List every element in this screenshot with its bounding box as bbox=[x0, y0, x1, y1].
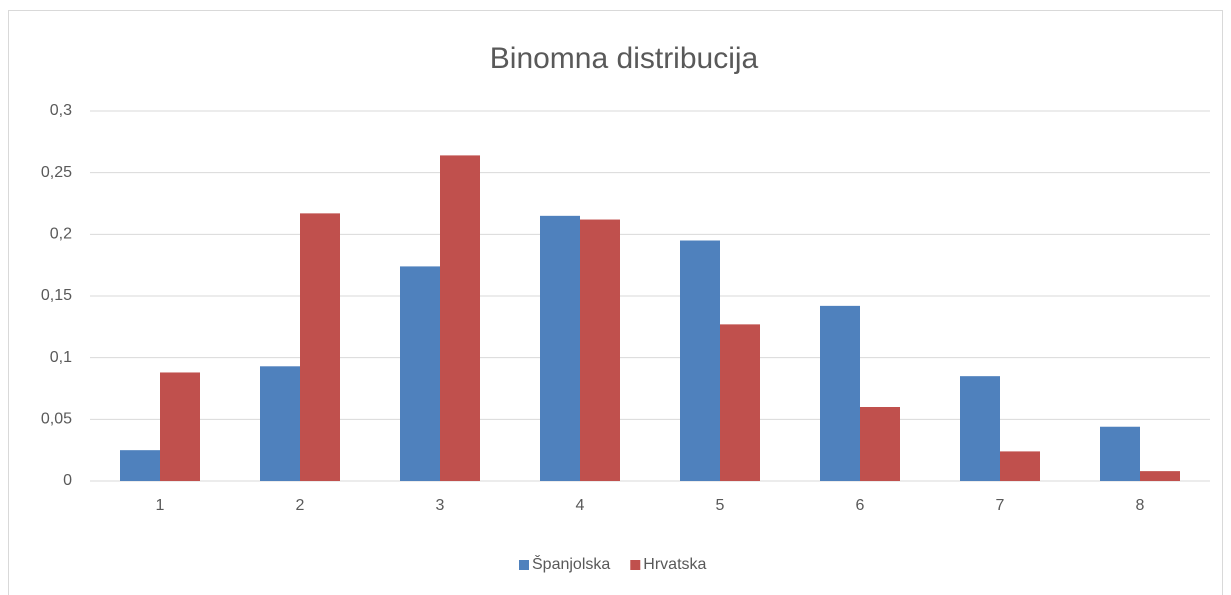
x-tick-label: 8 bbox=[1136, 497, 1145, 514]
bar bbox=[400, 266, 440, 481]
bar bbox=[300, 213, 340, 481]
legend-swatch bbox=[519, 560, 529, 570]
bar bbox=[120, 450, 160, 481]
y-tick-label: 0,2 bbox=[50, 226, 72, 243]
bar bbox=[540, 215, 580, 482]
bar bbox=[720, 324, 760, 481]
x-tick-label: 3 bbox=[436, 497, 445, 514]
x-tick-label: 7 bbox=[996, 497, 1005, 514]
bar bbox=[1000, 451, 1040, 481]
y-tick-label: 0,1 bbox=[50, 349, 72, 366]
y-tick-label: 0,3 bbox=[50, 102, 72, 119]
bar bbox=[1100, 426, 1140, 481]
y-tick-label: 0,15 bbox=[41, 287, 72, 304]
legend-swatch bbox=[630, 560, 641, 570]
bar bbox=[160, 372, 200, 481]
bar bbox=[260, 366, 300, 481]
x-tick-label: 4 bbox=[576, 497, 585, 514]
x-tick-label: 5 bbox=[716, 497, 725, 514]
bar bbox=[860, 407, 900, 481]
bar bbox=[680, 240, 720, 481]
x-tick-label: 1 bbox=[156, 497, 165, 514]
x-tick-label: 6 bbox=[856, 497, 865, 514]
y-tick-label: 0 bbox=[63, 472, 72, 489]
bar bbox=[960, 376, 1000, 481]
x-tick-label: 2 bbox=[296, 497, 305, 514]
bar bbox=[440, 155, 480, 481]
chart-title: Binomna distribucija bbox=[490, 42, 759, 75]
bar bbox=[1140, 471, 1180, 481]
y-tick-label: 0,25 bbox=[41, 164, 72, 181]
y-tick-label: 0,05 bbox=[41, 411, 72, 428]
legend-label: Hrvatska bbox=[643, 556, 706, 573]
bar bbox=[820, 305, 860, 481]
bar bbox=[580, 219, 620, 482]
legend-label: Španjolska bbox=[532, 554, 610, 573]
